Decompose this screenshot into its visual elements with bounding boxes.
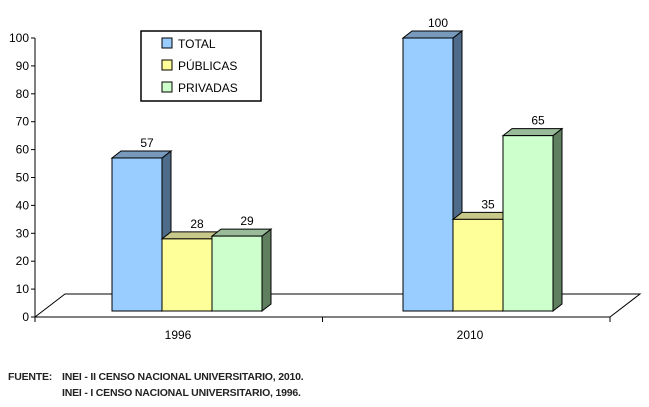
legend-swatch bbox=[161, 81, 173, 93]
legend: TOTAL PÚBLICAS PRIVADAS bbox=[140, 30, 262, 102]
bar-value-label: 100 bbox=[428, 16, 448, 30]
bar-value-label: 35 bbox=[481, 197, 495, 211]
bar-side bbox=[261, 228, 272, 313]
bar-top bbox=[110, 150, 173, 159]
y-tick-label: 30 bbox=[16, 226, 30, 240]
bar-privadas-1996: 29 bbox=[210, 214, 273, 313]
legend-label: PRIVADAS bbox=[178, 81, 238, 95]
bar-top bbox=[210, 228, 273, 237]
bar-front bbox=[452, 218, 504, 312]
y-tick-label: 60 bbox=[16, 143, 30, 157]
bar-side bbox=[552, 127, 563, 313]
bar-chart: 0 10 20 30 40 50 60 70 80 90 100 57 28 29 100 35 65 199… bbox=[9, 16, 642, 342]
y-axis: 0 10 20 30 40 50 60 70 80 90 100 bbox=[9, 31, 611, 324]
bar-top bbox=[401, 30, 464, 39]
legend-label: PÚBLICAS bbox=[178, 58, 237, 73]
y-tick-label: 50 bbox=[16, 171, 30, 185]
y-tick-label: 90 bbox=[16, 59, 30, 73]
x-tick-label: 1996 bbox=[165, 328, 192, 342]
source-label: FUENTE: bbox=[8, 371, 53, 383]
bar-value-label: 57 bbox=[140, 136, 154, 150]
legend-box bbox=[140, 30, 262, 102]
y-tick-label: 100 bbox=[9, 31, 29, 45]
y-tick-label: 70 bbox=[16, 115, 30, 129]
y-tick-label: 80 bbox=[16, 87, 30, 101]
y-tick-label: 40 bbox=[16, 198, 30, 212]
bar-top bbox=[501, 128, 564, 137]
legend-swatch bbox=[161, 59, 173, 71]
bar-front bbox=[211, 235, 263, 312]
y-tick-label: 20 bbox=[16, 254, 30, 268]
legend-label: TOTAL bbox=[178, 37, 216, 51]
source-line-1: INEI - II CENSO NACIONAL UNIVERSITARIO, … bbox=[62, 371, 304, 383]
bars: 57 28 29 100 35 65 bbox=[110, 16, 564, 313]
bar-front bbox=[502, 135, 554, 312]
bar-front bbox=[111, 157, 163, 312]
x-tick-label: 2010 bbox=[457, 328, 484, 342]
bar-value-label: 65 bbox=[531, 114, 545, 128]
legend-swatch bbox=[161, 37, 173, 49]
y-tick-label: 10 bbox=[16, 282, 30, 296]
bar-front bbox=[402, 37, 454, 312]
source-line-2: INEI - I CENSO NACIONAL UNIVERSITARIO, 1… bbox=[62, 387, 301, 399]
x-axis-labels: 1996 2010 bbox=[165, 328, 484, 342]
bar-privadas-2010: 65 bbox=[501, 114, 564, 313]
bar-front bbox=[161, 238, 213, 312]
bar-value-label: 29 bbox=[240, 214, 254, 228]
bar-value-label: 28 bbox=[190, 217, 204, 231]
y-tick-label: 0 bbox=[22, 310, 29, 324]
